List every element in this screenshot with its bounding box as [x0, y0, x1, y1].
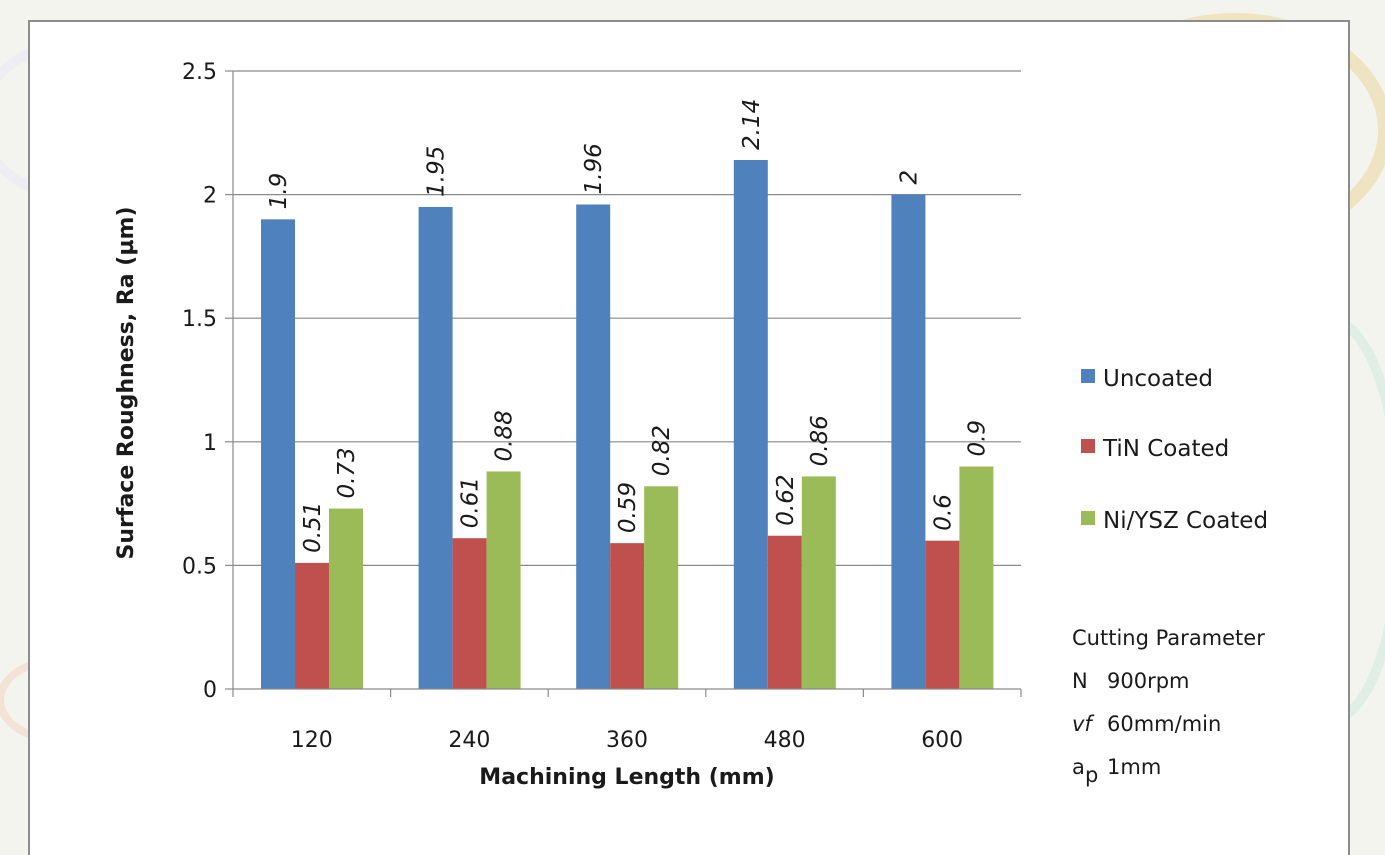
legend-swatch	[1081, 511, 1095, 525]
bar-ni-ysz-coated-360	[644, 486, 679, 689]
legend-label: Ni/YSZ Coated	[1103, 508, 1268, 534]
data-label: 0.61	[458, 477, 484, 528]
parameters-heading: Cutting Parameter	[1072, 626, 1265, 650]
y-tick-label: 1	[203, 431, 217, 456]
y-tick-label: 1.5	[182, 307, 217, 332]
y-tick-label: 2	[203, 184, 217, 209]
bar-uncoated-240	[418, 206, 453, 689]
parameter-value-n: 900rpm	[1107, 669, 1190, 693]
data-label: 1.96	[581, 143, 607, 194]
data-label: 0.6	[930, 494, 956, 531]
legend: Uncoated TiN Coated Ni/YSZ Coated	[1081, 366, 1268, 534]
cutting-parameters: Cutting Parameter N 900rpm vf 60mm/min a…	[1072, 626, 1265, 787]
chart-frame	[28, 20, 1350, 855]
bar-tin-coated-240	[452, 538, 487, 689]
bar-uncoated-480	[733, 159, 768, 689]
bar-tin-coated-360	[610, 543, 645, 689]
x-tick-label: 480	[764, 728, 806, 753]
data-label: 2.14	[739, 99, 765, 150]
data-label: 0.86	[807, 415, 833, 466]
data-label: 1.95	[424, 146, 450, 197]
bar-ni-ysz-coated-600	[959, 466, 994, 689]
gridlines	[233, 70, 1021, 567]
x-tick-label: 120	[291, 728, 333, 753]
parameter-symbol-n: N	[1072, 669, 1088, 693]
y-tick-label: 0	[203, 678, 217, 703]
axes	[225, 70, 1022, 697]
legend-swatch	[1081, 369, 1095, 383]
x-tick-label: 600	[921, 728, 963, 753]
x-tick-label: 360	[606, 728, 648, 753]
legend-label: Uncoated	[1103, 366, 1213, 392]
data-label: 0.62	[773, 475, 799, 526]
data-label: 0.88	[492, 410, 518, 461]
data-labels: 1.9 0.51 0.73 1.95 0.61 0.88 1.96 0.59 0.82 2.14 0…	[266, 99, 990, 553]
parameter-value-ap: 1mm	[1107, 755, 1161, 779]
bar-ni-ysz-coated-240	[486, 471, 521, 689]
x-axis-title: Machining Length (mm)	[479, 765, 774, 790]
bar-tin-coated-600	[925, 540, 960, 689]
data-label: 0.9	[964, 420, 990, 457]
y-tick-label: 2.5	[182, 60, 217, 85]
parameter-symbol-vf: vf	[1072, 712, 1095, 736]
bar-tin-coated-480	[767, 535, 802, 689]
data-label: 2	[896, 170, 922, 185]
data-label: 1.9	[266, 173, 292, 210]
data-label: 0.73	[334, 447, 360, 498]
bar-uncoated-120	[261, 219, 295, 689]
bars	[261, 159, 994, 689]
parameter-symbol-ap: a	[1072, 755, 1085, 779]
parameter-subscript-ap: p	[1085, 763, 1098, 787]
bar-uncoated-360	[576, 204, 611, 689]
data-label: 0.51	[300, 502, 326, 553]
bar-uncoated-600	[891, 194, 926, 689]
legend-label: TiN Coated	[1102, 436, 1229, 462]
parameter-value-vf: 60mm/min	[1107, 712, 1221, 736]
data-label: 0.82	[649, 425, 675, 476]
bar-tin-coated-120	[295, 562, 329, 689]
bar-ni-ysz-coated-480	[801, 476, 836, 689]
data-label: 0.59	[615, 482, 641, 533]
bar-ni-ysz-coated-120	[329, 508, 363, 689]
y-tick-label: 0.5	[182, 554, 217, 579]
x-tick-label: 240	[448, 728, 490, 753]
y-axis-title: Surface Roughness, Ra (µm)	[114, 207, 139, 560]
legend-swatch	[1081, 439, 1095, 453]
